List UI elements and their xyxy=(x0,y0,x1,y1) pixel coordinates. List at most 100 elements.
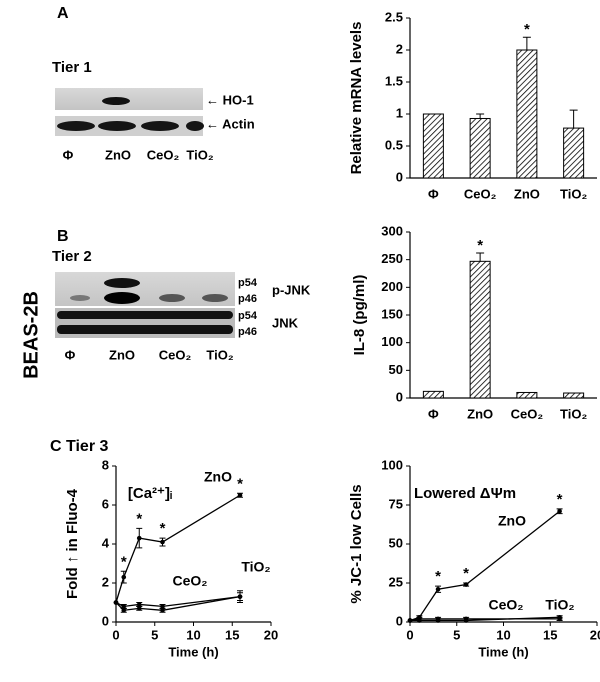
point xyxy=(237,594,243,599)
y-axis-label: Relative mRNA levels xyxy=(348,22,365,175)
lane-label: TiO₂ xyxy=(206,347,233,362)
tier-label: Tier 2 xyxy=(52,248,92,265)
x-tick-label: Φ xyxy=(428,406,439,421)
x-tick-label: 5 xyxy=(151,627,158,642)
x-axis-label: Time (h) xyxy=(168,644,218,659)
x-tick-label: TiO₂ xyxy=(560,406,587,421)
series-label: TiO₂ xyxy=(241,559,270,575)
line xyxy=(115,596,241,608)
series-label: ZnO xyxy=(204,469,232,485)
lane-label: Φ xyxy=(65,347,76,362)
x-tick-label: 0 xyxy=(406,627,413,642)
y-tick-label: 0.5 xyxy=(385,137,403,152)
bar xyxy=(516,391,538,399)
band-label: p54 xyxy=(238,310,258,322)
significance-marker: * xyxy=(121,553,127,570)
significance-marker: * xyxy=(160,520,166,537)
series-label: CeO₂ xyxy=(488,597,523,613)
significance-marker: * xyxy=(237,475,243,492)
error-bar xyxy=(476,252,485,262)
point xyxy=(237,492,243,498)
point xyxy=(557,508,562,514)
bar xyxy=(422,113,444,179)
y-tick-label: 2 xyxy=(396,41,403,56)
series-label: CeO₂ xyxy=(172,573,207,589)
band-label: p46 xyxy=(238,326,257,338)
lane-label: ZnO xyxy=(105,147,131,162)
group-label: p-JNK xyxy=(272,282,311,297)
y-tick-label: 0 xyxy=(396,169,403,184)
error-bar xyxy=(522,36,531,50)
point xyxy=(136,606,142,611)
series-label: ZnO xyxy=(498,513,526,529)
blot-tier2 xyxy=(55,272,235,338)
x-tick-label: 15 xyxy=(225,627,239,642)
point xyxy=(435,618,441,623)
bar xyxy=(516,49,538,179)
y-tick-label: 50 xyxy=(389,535,403,550)
bar xyxy=(469,117,491,179)
significance-marker: * xyxy=(477,237,483,254)
lane-label: ZnO xyxy=(109,347,135,362)
y-tick-label: 6 xyxy=(102,496,109,511)
lane-label: Φ xyxy=(63,147,74,162)
point xyxy=(136,535,142,541)
point xyxy=(160,608,165,613)
bar xyxy=(422,390,444,399)
point xyxy=(463,582,469,587)
y-tick-label: 250 xyxy=(381,251,403,266)
x-tick-label: TiO₂ xyxy=(560,186,587,201)
y-tick-label: 2.5 xyxy=(385,9,403,24)
y-tick-label: 100 xyxy=(381,334,403,349)
y-tick-label: 4 xyxy=(102,535,110,550)
point xyxy=(557,615,562,620)
point xyxy=(136,602,142,607)
significance-marker: * xyxy=(557,491,563,508)
x-tick-label: 15 xyxy=(543,627,557,642)
point xyxy=(435,586,441,592)
cell-line-label: BEAS-2B xyxy=(20,291,42,379)
point xyxy=(121,604,127,609)
panel-label: B xyxy=(57,228,69,245)
error-bar xyxy=(476,113,485,119)
x-tick-label: CeO₂ xyxy=(511,406,544,421)
band-label: ← HO-1 xyxy=(206,92,254,107)
point xyxy=(113,600,119,605)
point xyxy=(417,618,422,623)
point xyxy=(463,618,469,623)
y-tick-label: 150 xyxy=(381,306,403,321)
line xyxy=(409,510,561,622)
lane-label: TiO₂ xyxy=(186,147,213,162)
y-tick-label: 200 xyxy=(381,279,403,294)
x-tick-label: Φ xyxy=(428,186,439,201)
y-tick-label: 300 xyxy=(381,223,403,238)
series-label: TiO₂ xyxy=(545,597,574,613)
y-tick-label: 100 xyxy=(381,457,403,472)
panel-label: C Tier 3 xyxy=(50,438,109,455)
lane-label: CeO₂ xyxy=(147,147,180,162)
x-tick-label: 5 xyxy=(453,627,460,642)
y-tick-label: 1 xyxy=(396,105,403,120)
point xyxy=(121,608,127,613)
y-tick-label: 50 xyxy=(389,362,403,377)
group-label: JNK xyxy=(272,315,299,330)
x-tick-label: CeO₂ xyxy=(464,186,497,201)
band-label: p54 xyxy=(238,277,258,289)
panel-label: A xyxy=(57,5,69,22)
x-axis-label: Time (h) xyxy=(478,644,528,659)
y-tick-label: 1.5 xyxy=(385,73,403,88)
x-tick-label: 20 xyxy=(264,627,278,642)
band-label: p46 xyxy=(238,293,257,305)
y-tick-label: 0 xyxy=(102,613,109,628)
x-tick-label: 20 xyxy=(590,627,600,642)
chart-title: [Ca²⁺]ᵢ xyxy=(128,485,172,502)
point xyxy=(407,618,413,623)
point xyxy=(160,539,165,545)
y-axis-label: % JC-1 low Cells xyxy=(348,484,365,603)
significance-marker: * xyxy=(136,510,142,527)
y-tick-label: 75 xyxy=(389,496,403,511)
blot-tier1 xyxy=(55,88,204,136)
significance-marker: * xyxy=(524,21,530,38)
bar xyxy=(469,260,491,399)
